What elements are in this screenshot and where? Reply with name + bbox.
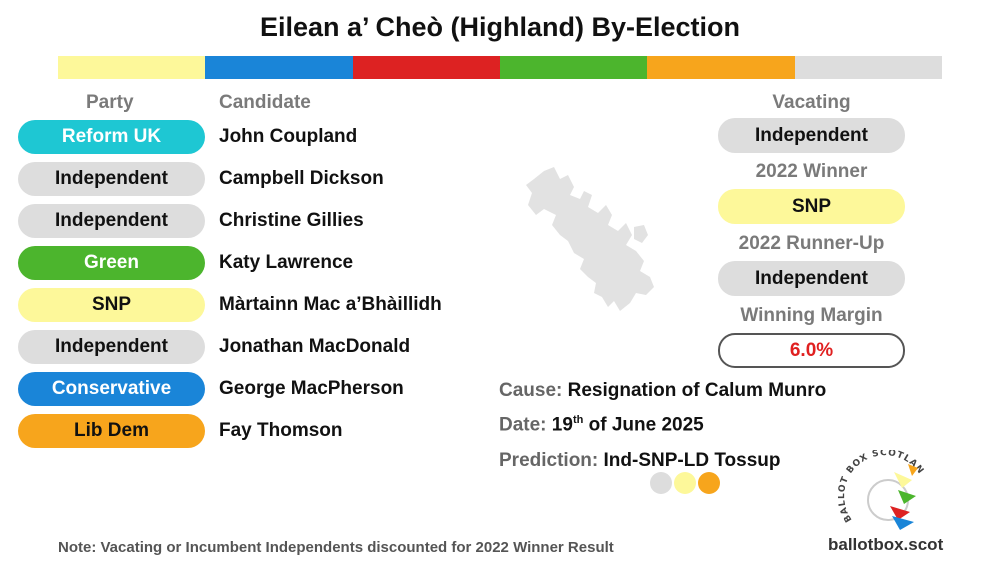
date-rest: of June 2025: [588, 414, 704, 436]
runnerup-2022-label: 2022 Runner-Up: [738, 233, 885, 254]
color-segment-labour: [352, 56, 500, 79]
candidate-name: Campbell Dickson: [219, 168, 384, 189]
party-pill: Independent: [18, 204, 205, 238]
party-pill: Independent: [18, 330, 205, 364]
candidate-name: John Coupland: [219, 126, 358, 147]
ballot-box-scotland-logo: BALLOT BOX SCOTLAND: [838, 450, 925, 530]
site-url[interactable]: ballotbox.scot: [828, 535, 944, 554]
candidate-name: Katy Lawrence: [219, 252, 354, 273]
date-day: 19: [551, 414, 573, 436]
party-pill: SNP: [18, 288, 205, 322]
candidate-name: Màrtainn Mac a’Bhàillidh: [219, 294, 442, 315]
party-pill: Green: [18, 246, 205, 280]
date-label: Date:: [499, 414, 547, 436]
party-header: Party: [86, 92, 134, 113]
winner-2022-label: 2022 Winner: [755, 161, 868, 182]
winning-margin-label: Winning Margin: [740, 305, 883, 326]
party-color-bar: [58, 56, 942, 79]
vacating-party-pill: Independent: [718, 118, 905, 153]
color-segment-snp: [58, 56, 206, 79]
prediction-dot-independent: [650, 472, 672, 494]
color-segment-independent: [794, 56, 942, 79]
runnerup-2022-pill: Independent: [718, 261, 905, 296]
prediction-dot-snp: [674, 472, 696, 494]
cause-line: Cause: Resignation of Calum Munro: [499, 380, 826, 402]
page-title: Eilean a’ Cheò (Highland) By-Election: [259, 12, 741, 42]
cause-value: Resignation of Calum Munro: [567, 380, 827, 401]
cause-label: Cause:: [499, 380, 563, 401]
winning-margin-value: 6.0%: [718, 333, 905, 368]
prediction-dot-libdem: [698, 472, 720, 494]
prediction-value: Ind-SNP-LD Tossup: [603, 450, 781, 471]
candidate-name: Christine Gillies: [219, 210, 364, 231]
footnote: Note: Vacating or Incumbent Independents…: [58, 539, 614, 556]
date-line: Date: 19th of June 2025: [499, 414, 704, 436]
candidate-name: George MacPherson: [219, 378, 404, 399]
candidate-header: Candidate: [219, 92, 311, 113]
winner-2022-pill: SNP: [718, 189, 905, 224]
party-pill: Reform UK: [18, 120, 205, 154]
candidate-name: Jonathan MacDonald: [219, 336, 411, 357]
date-suffix: th: [572, 414, 584, 426]
party-pill: Independent: [18, 162, 205, 196]
party-pill: Conservative: [18, 372, 205, 406]
color-segment-green: [499, 56, 648, 79]
color-segment-conservative: [205, 56, 353, 79]
prediction-line: Prediction: Ind-SNP-LD Tossup: [499, 450, 780, 472]
party-pill: Lib Dem: [18, 414, 205, 448]
candidate-name: Fay Thomson: [219, 420, 343, 441]
skye-map-icon: [526, 167, 654, 311]
vacating-label: Vacating: [772, 92, 851, 113]
color-segment-libdem: [647, 56, 795, 79]
prediction-label: Prediction:: [499, 450, 599, 471]
